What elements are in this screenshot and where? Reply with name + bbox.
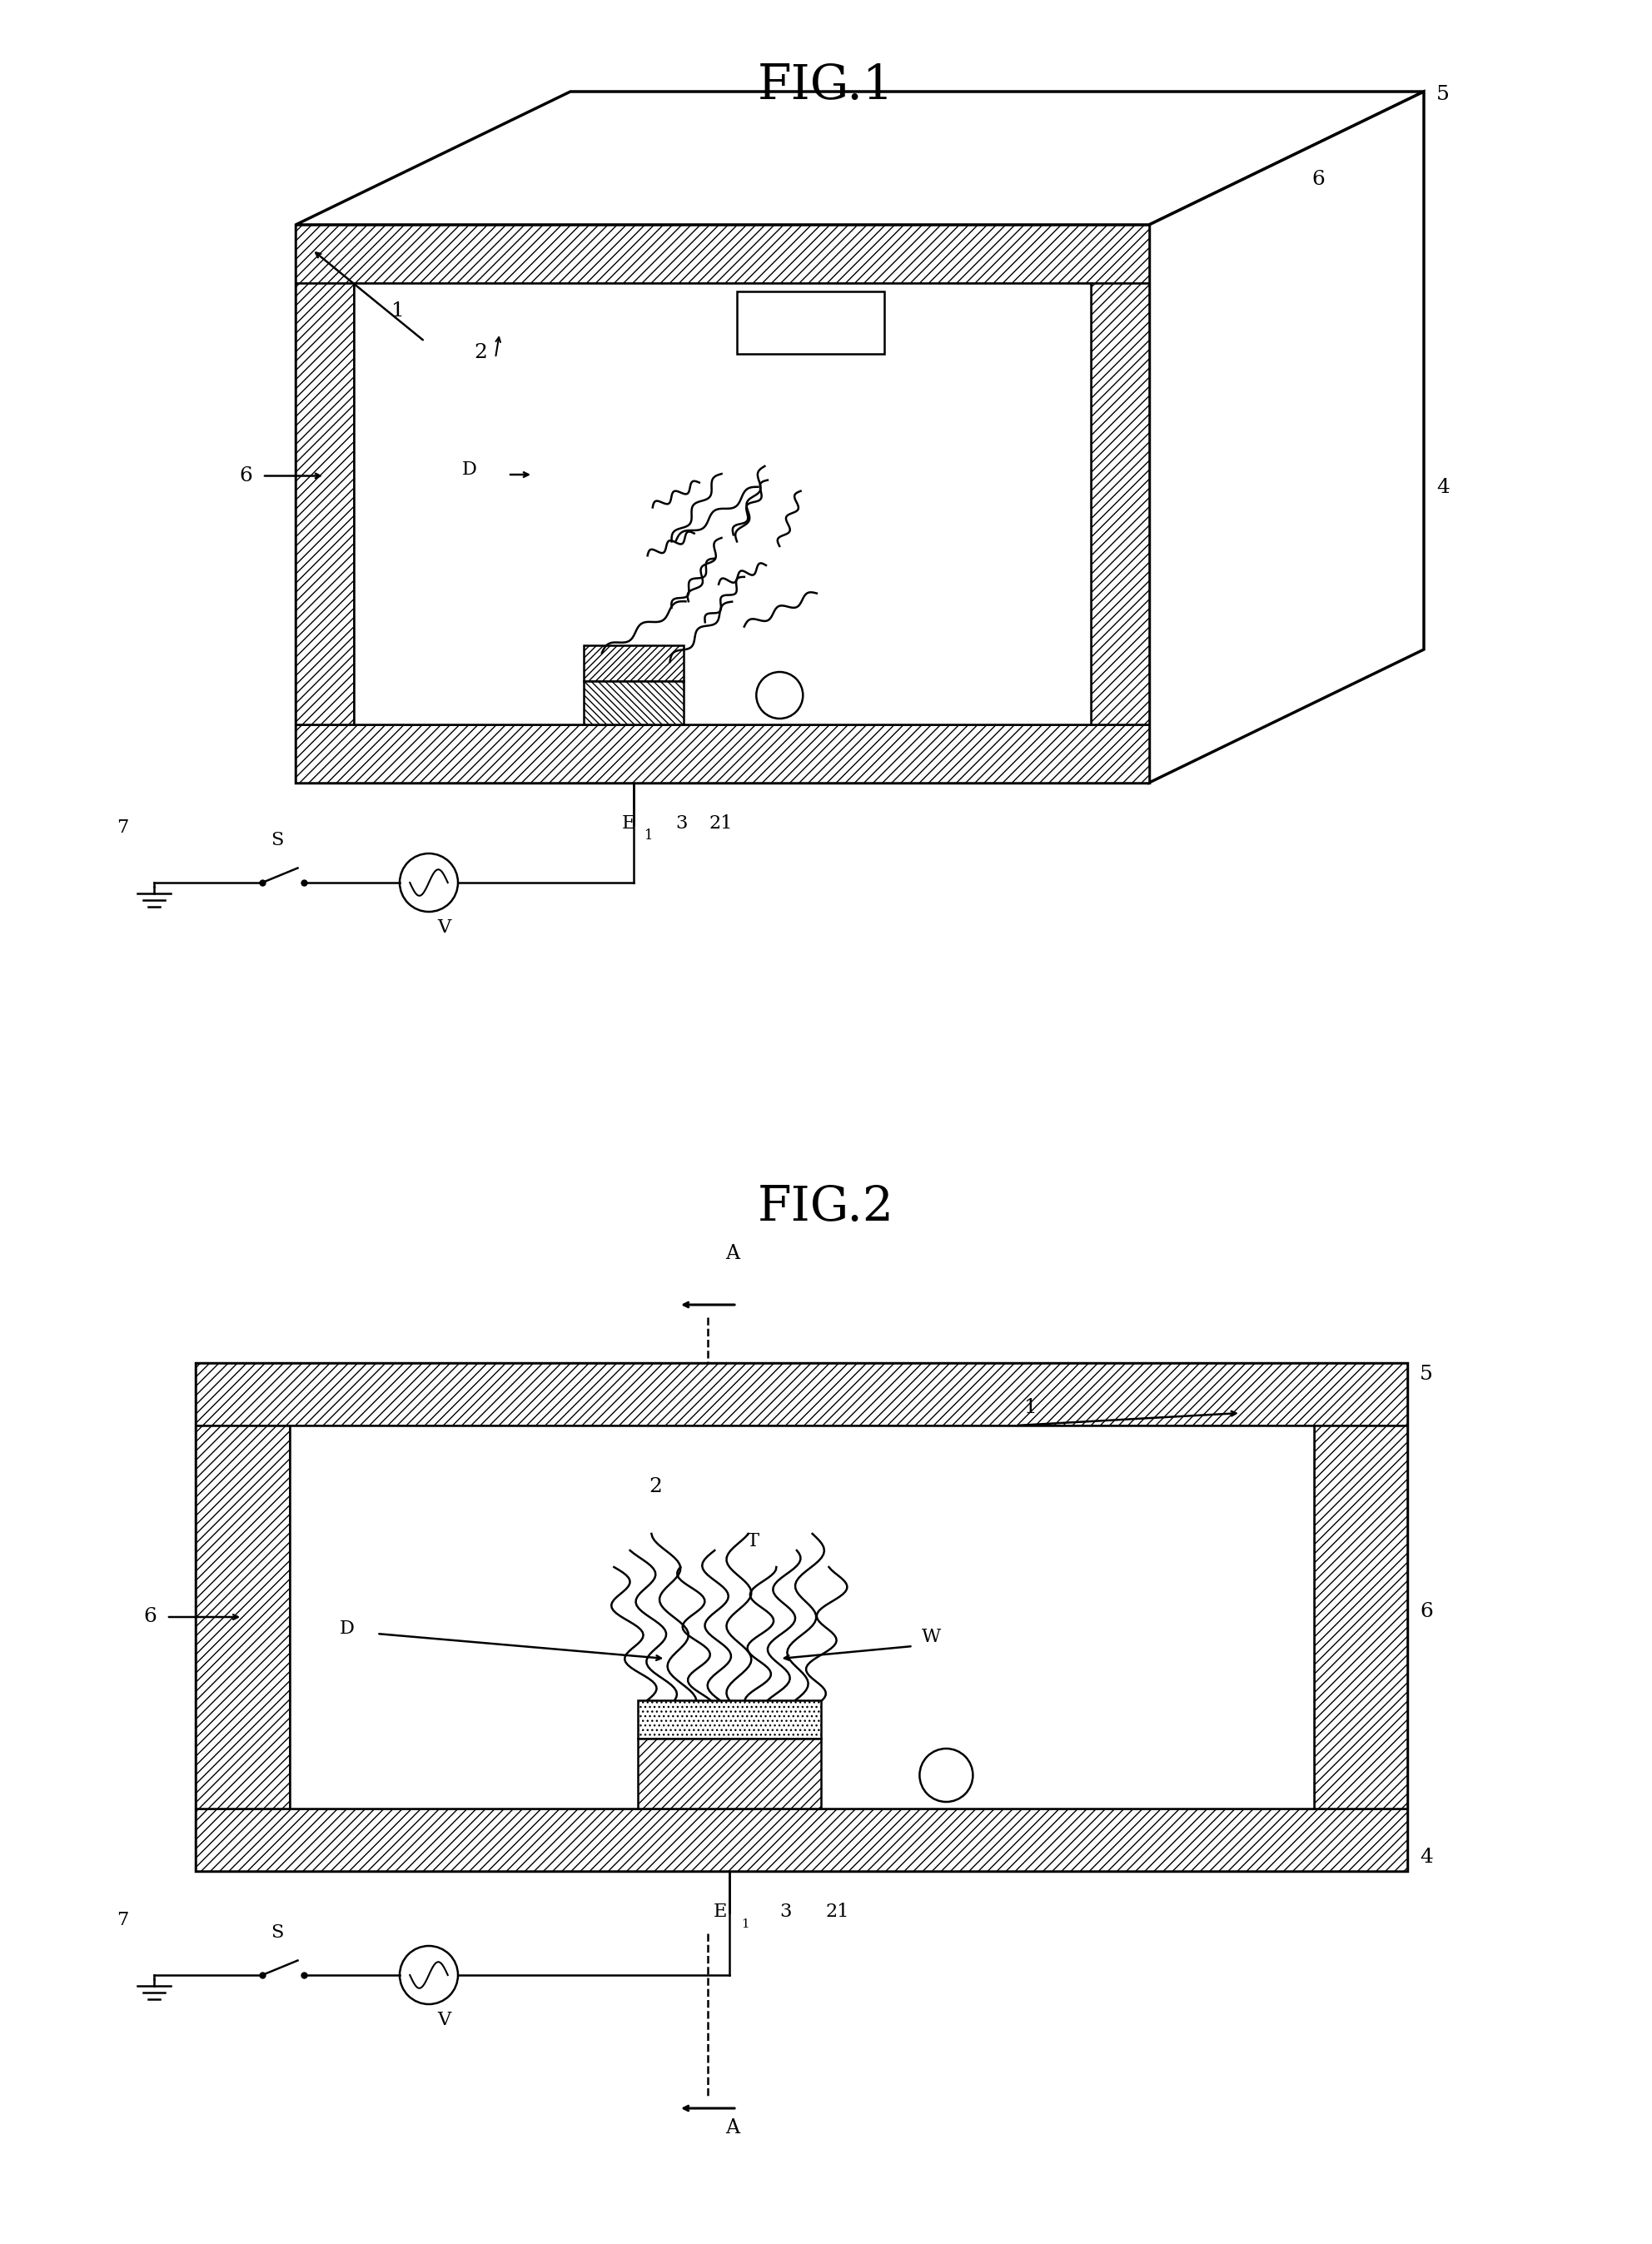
Text: 21: 21: [709, 815, 732, 833]
Text: D: D: [463, 460, 477, 478]
Text: 6: 6: [1419, 1602, 1432, 1620]
Bar: [296, 725, 1150, 783]
Text: 5: 5: [1419, 1364, 1432, 1385]
Bar: [737, 292, 884, 355]
Text: D: D: [339, 1620, 354, 1638]
Text: 4: 4: [1436, 478, 1449, 498]
Text: 5: 5: [1436, 85, 1449, 103]
Bar: [1090, 283, 1150, 725]
Bar: [1313, 1425, 1408, 1809]
Text: 1: 1: [392, 301, 405, 321]
Text: 3: 3: [676, 815, 687, 833]
Text: E: E: [714, 1903, 727, 1921]
Bar: [195, 1425, 289, 1809]
Bar: [354, 283, 1090, 725]
Text: V: V: [438, 2011, 451, 2029]
Bar: [296, 283, 354, 725]
Bar: [195, 1809, 1408, 1871]
Polygon shape: [296, 92, 1424, 224]
Text: FIG.1: FIG.1: [758, 63, 894, 110]
Text: 6: 6: [240, 467, 253, 485]
Bar: [195, 1362, 1408, 1871]
Text: T: T: [747, 1533, 758, 1551]
Text: 3: 3: [780, 1903, 791, 1921]
Text: S: S: [271, 830, 284, 848]
Text: 1: 1: [1024, 1398, 1037, 1418]
Bar: [296, 224, 1150, 783]
Bar: [296, 224, 1150, 283]
Text: V: V: [438, 918, 451, 936]
Text: E: E: [621, 815, 634, 833]
Bar: [583, 646, 684, 680]
Text: 21: 21: [826, 1903, 849, 1921]
Text: 1: 1: [742, 1919, 750, 1930]
Bar: [289, 1425, 1313, 1809]
Text: 4: 4: [1419, 1847, 1432, 1867]
Bar: [583, 680, 684, 725]
Text: A: A: [725, 1243, 740, 1263]
Polygon shape: [1150, 92, 1424, 783]
Text: 6: 6: [144, 1607, 157, 1627]
Text: 1: 1: [644, 828, 654, 844]
Text: 2: 2: [466, 343, 487, 361]
Text: A: A: [725, 2118, 740, 2139]
Bar: [638, 1701, 821, 1739]
Text: W: W: [922, 1627, 940, 1647]
Bar: [195, 1362, 1408, 1425]
Text: 7: 7: [117, 1912, 129, 1930]
Bar: [638, 1739, 821, 1809]
Text: 6: 6: [1312, 171, 1325, 188]
Text: 2: 2: [641, 1477, 662, 1497]
Text: S: S: [271, 1923, 284, 1941]
Text: FIG.2: FIG.2: [758, 1185, 894, 1230]
Text: 7: 7: [117, 819, 129, 837]
